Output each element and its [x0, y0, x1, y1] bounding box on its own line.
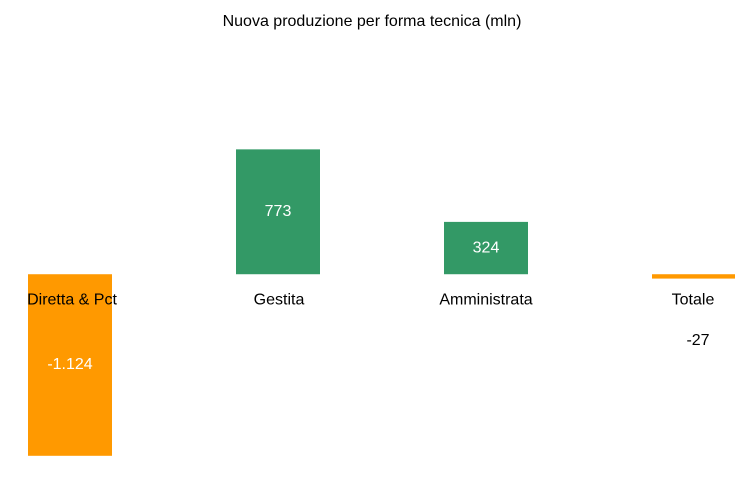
value-label: -27: [686, 332, 709, 349]
value-label: -1.124: [47, 356, 92, 373]
value-label: 324: [473, 239, 500, 256]
x-tick-label: Gestita: [254, 291, 305, 308]
bar: [444, 221, 528, 275]
bar: [236, 149, 320, 275]
x-tick-label: Totale: [672, 291, 715, 308]
bar: [652, 274, 735, 279]
value-label: 773: [265, 203, 292, 220]
x-tick-label: Diretta & Pct: [27, 291, 117, 308]
bar: [28, 274, 112, 456]
x-tick-label: Amministrata: [439, 291, 532, 308]
chart-title: Nuova produzione per forma tecnica (mln): [223, 13, 522, 30]
